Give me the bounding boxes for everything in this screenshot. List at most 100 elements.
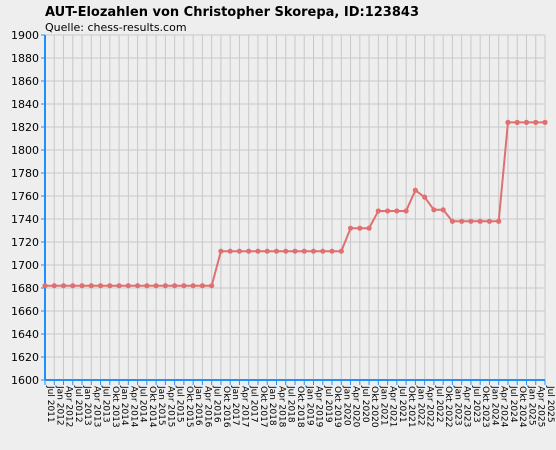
x-tick-label: Apr 2018 bbox=[276, 386, 286, 428]
data-point bbox=[181, 283, 187, 289]
x-tick-label: Jul 2018 bbox=[286, 385, 296, 423]
data-point bbox=[542, 119, 548, 125]
axis-layer: 1600 1620 1640 1660 1680 1700 1720 1740 1760 1780… bbox=[11, 29, 555, 428]
x-tick-label: Jan 2016 bbox=[193, 385, 203, 426]
x-tick-label: Apr 2017 bbox=[239, 386, 249, 427]
data-point bbox=[42, 283, 48, 289]
data-point bbox=[153, 283, 159, 289]
x-tick-label: Apr 2023 bbox=[462, 386, 472, 427]
data-point bbox=[320, 248, 326, 254]
y-tick-label: 1880 bbox=[11, 52, 39, 65]
y-tick-label: 1600 bbox=[11, 374, 39, 387]
y-tick-label: 1620 bbox=[11, 351, 39, 364]
data-point bbox=[97, 283, 104, 289]
x-tick-label: Okt 2013 bbox=[110, 386, 120, 428]
x-tick-label: Jan 2024 bbox=[489, 385, 499, 426]
data-point bbox=[459, 218, 465, 224]
data-point bbox=[505, 119, 511, 125]
x-tick-label: Apr 2021 bbox=[388, 386, 398, 427]
data-point bbox=[144, 283, 150, 289]
y-tick-label: 1660 bbox=[11, 305, 39, 318]
data-point bbox=[384, 208, 391, 214]
data-point bbox=[329, 248, 335, 254]
x-tick-label: Jan 2021 bbox=[378, 385, 388, 426]
data-point bbox=[431, 207, 437, 213]
x-tick-label: Okt 2020 bbox=[369, 386, 379, 428]
data-point bbox=[449, 218, 456, 224]
data-point bbox=[347, 225, 354, 231]
x-tick-label: Jul 2017 bbox=[249, 385, 259, 423]
x-tick-label: Okt 2023 bbox=[480, 386, 490, 428]
x-tick-label: Okt 2019 bbox=[332, 386, 342, 428]
data-point bbox=[125, 283, 131, 289]
x-tick-label: Jan 2017 bbox=[230, 385, 240, 426]
x-tick-label: Jul 2011 bbox=[45, 385, 55, 423]
x-tick-label: Apr 2019 bbox=[314, 386, 324, 428]
data-point bbox=[486, 218, 493, 224]
x-tick-label: Jan 2023 bbox=[452, 385, 462, 426]
x-tick-label: Jan 2018 bbox=[267, 385, 277, 426]
x-tick-label: Jan 2020 bbox=[341, 385, 351, 426]
x-tick-label: Okt 2018 bbox=[295, 386, 305, 428]
x-tick-label: Okt 2022 bbox=[443, 386, 453, 428]
data-point bbox=[292, 248, 298, 254]
x-tick-label: Jul 2023 bbox=[471, 385, 481, 423]
x-tick-label: Apr 2014 bbox=[128, 386, 138, 428]
data-point bbox=[468, 218, 474, 224]
chart-subtitle: Quelle: chess-results.com bbox=[45, 21, 187, 34]
data-point bbox=[162, 283, 168, 289]
x-tick-label: Okt 2024 bbox=[517, 386, 527, 428]
data-point bbox=[422, 194, 428, 200]
data-point bbox=[366, 225, 372, 231]
y-tick-label: 1740 bbox=[11, 213, 39, 226]
data-point bbox=[375, 208, 381, 214]
data-point bbox=[310, 248, 317, 254]
x-tick-label: Okt 2014 bbox=[147, 386, 157, 428]
data-point bbox=[88, 283, 94, 289]
x-tick-label: Apr 2020 bbox=[351, 386, 361, 428]
x-tick-label: Apr 2015 bbox=[165, 386, 175, 427]
data-point bbox=[357, 225, 363, 231]
y-tick-label: 1900 bbox=[11, 29, 39, 42]
data-point bbox=[533, 119, 539, 125]
data-point bbox=[199, 283, 206, 289]
x-tick-label: Jul 2025 bbox=[545, 385, 555, 423]
y-tick-label: 1800 bbox=[11, 144, 39, 157]
x-tick-label: Apr 2016 bbox=[202, 386, 212, 428]
data-point bbox=[60, 283, 67, 289]
x-tick-label: Jan 2013 bbox=[82, 385, 92, 426]
x-tick-label: Jul 2015 bbox=[175, 385, 185, 423]
grid-layer bbox=[44, 34, 546, 381]
x-tick-label: Jul 2016 bbox=[212, 385, 222, 423]
data-point bbox=[79, 283, 85, 289]
data-point bbox=[301, 248, 307, 254]
x-tick-label: Jan 2014 bbox=[119, 385, 129, 426]
data-point bbox=[70, 283, 76, 289]
data-point bbox=[412, 187, 418, 193]
x-tick-label: Jul 2012 bbox=[73, 385, 83, 423]
x-tick-label: Jul 2024 bbox=[508, 385, 518, 423]
data-point bbox=[107, 283, 113, 289]
x-tick-label: Okt 2017 bbox=[258, 386, 268, 428]
data-point bbox=[227, 248, 233, 254]
data-point bbox=[218, 248, 224, 254]
data-point bbox=[116, 283, 122, 289]
data-point bbox=[273, 248, 280, 254]
chart-title: AUT-Elozahlen von Christopher Skorepa, I… bbox=[45, 5, 419, 20]
data-point bbox=[236, 248, 243, 254]
data-point bbox=[264, 248, 270, 254]
data-point bbox=[283, 248, 289, 254]
data-point bbox=[403, 208, 409, 214]
x-tick-label: Jan 2019 bbox=[304, 385, 314, 426]
data-point bbox=[523, 119, 530, 125]
x-tick-label: Jul 2022 bbox=[434, 385, 444, 423]
y-tick-label: 1680 bbox=[11, 282, 39, 295]
x-tick-label: Jul 2020 bbox=[360, 385, 370, 423]
data-point bbox=[514, 119, 520, 125]
data-point bbox=[496, 218, 502, 224]
y-tick-label: 1860 bbox=[11, 75, 39, 88]
x-tick-label: Jan 2025 bbox=[526, 385, 536, 426]
x-tick-label: Apr 2025 bbox=[536, 386, 546, 427]
x-tick-label: Jul 2019 bbox=[323, 385, 333, 423]
